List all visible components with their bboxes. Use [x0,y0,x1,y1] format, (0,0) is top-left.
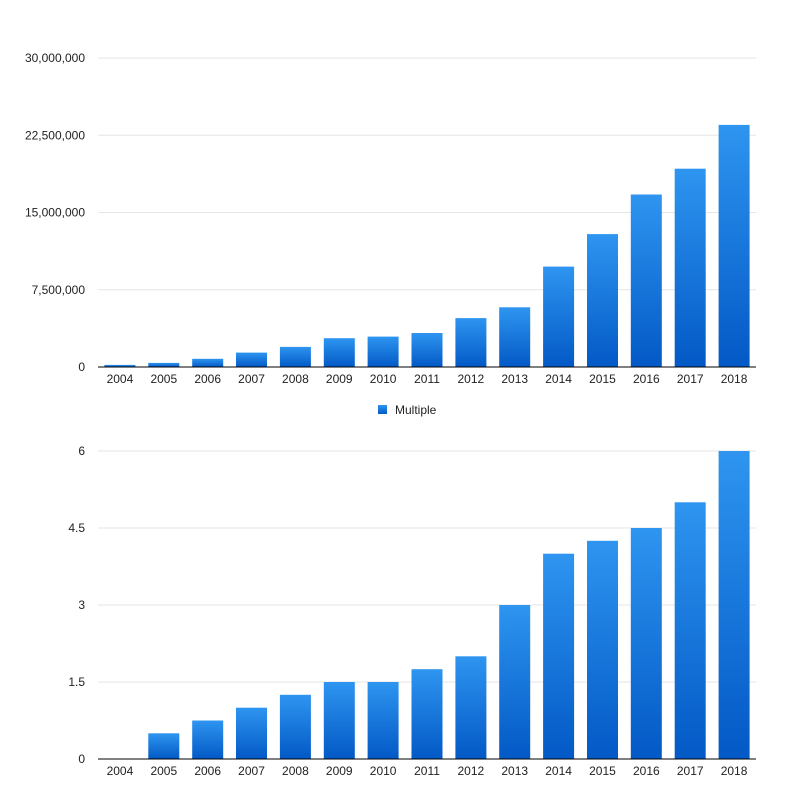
y-tick-label: 7,500,000 [32,283,86,297]
bar-2005 [148,362,180,367]
x-tick-label: 2009 [326,372,353,386]
x-tick-label: 2007 [238,372,265,386]
x-tick-label: 2010 [370,372,397,386]
y-tick-label: 0 [78,752,85,766]
x-tick-label: 2008 [282,764,309,778]
bar-2010 [367,682,399,759]
bars [104,124,750,368]
bars [148,451,750,759]
bar-2014 [543,553,575,759]
x-tick-label: 2010 [370,764,397,778]
chart-multiple: 0 7,500,000 15,000,000 22,500,000 30,000,000… [25,51,756,386]
x-tick-label: 2016 [633,764,660,778]
x-tick-label: 2012 [458,764,485,778]
x-tick-label: 2004 [107,764,134,778]
bar-2013 [499,307,531,367]
bar-2012 [455,318,487,367]
bar-2008 [279,346,311,367]
x-tick-label: 2018 [721,372,748,386]
y-tick-label: 0 [78,360,85,374]
bar-2018 [718,451,750,759]
x-tick-label: 2005 [150,764,177,778]
bar-2007 [236,352,267,367]
bar-2017 [674,502,706,759]
bar-2014 [543,266,575,367]
bar-2016 [630,528,662,759]
x-tick-label: 2006 [194,764,221,778]
x-tick-label: 2006 [194,372,221,386]
x-tick-label: 2005 [150,372,177,386]
bar-2009 [323,682,355,759]
y-tick-label: 4.5 [68,521,85,535]
chart-second: 01.534.56 2004 2005 2006 2007 2008 2009 2010 20… [68,444,756,778]
bar-2006 [192,720,224,759]
x-tick-label: 2007 [238,764,265,778]
x-tick-label: 2009 [326,764,353,778]
y-tick-label: 22,500,000 [25,128,85,142]
bar-2007 [236,707,267,759]
x-tick-label: 2014 [545,764,572,778]
bar-2005 [148,733,180,759]
y-tick-label: 30,000,000 [25,51,85,65]
bar-2017 [674,168,706,367]
x-tick-label: 2018 [721,764,748,778]
bar-2004 [104,364,136,367]
x-tick-label: 2015 [589,372,616,386]
x-tick-label: 2014 [545,372,572,386]
y-tick-label: 6 [78,444,85,458]
x-tick-label: 2017 [677,372,704,386]
bar-2015 [587,540,618,759]
bar-2016 [630,194,662,367]
legend-swatch [378,405,387,414]
bar-2008 [279,694,311,759]
bar-2011 [411,333,443,367]
x-tick-label: 2011 [414,372,440,386]
y-axis-ticks: 0 7,500,000 15,000,000 22,500,000 30,000,000 [25,51,85,374]
x-tick-label: 2017 [677,764,704,778]
legend-label-multiple: Multiple [395,403,437,417]
bar-2013 [499,605,531,759]
y-tick-label: 15,000,000 [25,206,85,220]
x-tick-label: 2013 [501,764,528,778]
x-tick-label: 2016 [633,372,660,386]
y-tick-label: 1.5 [68,675,85,689]
bar-2011 [411,669,443,759]
y-axis-ticks: 0 1.5 3 4.5 6 [68,444,85,766]
x-tick-label: 2013 [501,372,528,386]
bar-2015 [587,234,618,367]
x-tick-label: 2015 [589,764,616,778]
x-tick-label: 2012 [458,372,485,386]
bar-2012 [455,656,487,759]
legend: Multiple [378,403,437,417]
y-tick-label: 3 [78,598,85,612]
x-tick-label: 2011 [414,764,440,778]
bar-2009 [323,338,355,367]
bar-2010 [367,336,399,367]
bar-2018 [718,124,750,368]
x-axis-ticks: 2004 2005 2006 2007 2008 2009 2010 2011 2012 2013… [107,764,748,778]
x-tick-label: 2008 [282,372,309,386]
x-tick-label: 2004 [107,372,134,386]
bar-2006 [192,358,224,367]
x-axis-ticks: 2004 2005 2006 2007 2008 2009 2010 2011 2012 2013… [107,372,748,386]
